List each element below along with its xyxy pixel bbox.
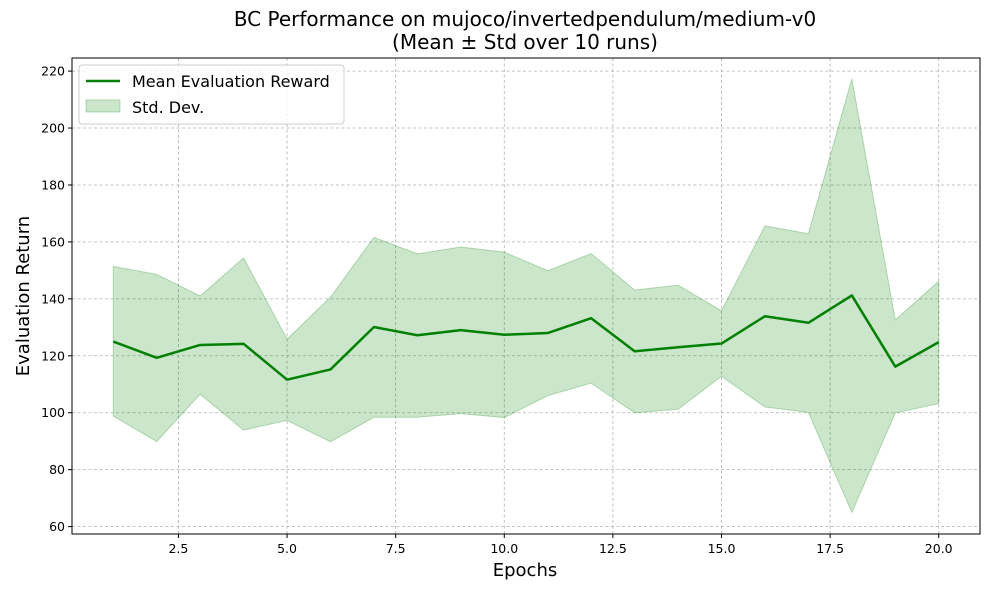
x-tick-label: 12.5 — [599, 541, 627, 556]
legend-label-mean: Mean Evaluation Reward — [132, 72, 330, 91]
x-tick-label: 5.0 — [277, 541, 297, 556]
y-tick-label: 160 — [41, 234, 65, 249]
x-tick-label: 17.5 — [816, 541, 844, 556]
y-tick-label: 60 — [49, 519, 65, 534]
legend-label-std: Std. Dev. — [132, 98, 204, 117]
y-tick-label: 220 — [41, 64, 65, 79]
legend-box — [78, 64, 345, 125]
std-dev-band — [112, 78, 940, 514]
mean-reward-line — [112, 294, 940, 381]
plot-frame — [71, 57, 981, 535]
legend: Mean Evaluation Reward Std. Dev. — [78, 64, 345, 125]
x-tick-label: 20.0 — [925, 541, 953, 556]
y-tick-label: 180 — [41, 177, 65, 192]
x-tick-label: 2.5 — [168, 541, 188, 556]
y-axis-label: Evaluation Return — [13, 216, 34, 376]
x-tick-label: 15.0 — [708, 541, 736, 556]
y-axis: 60 80 100 120 140 160 180 200 220 — [41, 64, 72, 534]
legend-band-swatch — [85, 99, 121, 113]
x-axis-label: Epochs — [493, 560, 558, 581]
y-tick-label: 100 — [41, 405, 65, 420]
y-tick-label: 80 — [49, 462, 65, 477]
x-axis: 2.5 5.0 7.5 10.0 12.5 15.0 17.5 20.0 — [168, 534, 953, 556]
chart-subtitle: (Mean ± Std over 10 runs) — [392, 30, 658, 54]
y-tick-label: 140 — [41, 291, 65, 306]
chart-title: BC Performance on mujoco/invertedpendulu… — [234, 7, 816, 31]
x-tick-label: 7.5 — [386, 541, 406, 556]
x-tick-label: 10.0 — [490, 541, 518, 556]
y-tick-label: 200 — [41, 121, 65, 136]
y-tick-label: 120 — [41, 348, 65, 363]
